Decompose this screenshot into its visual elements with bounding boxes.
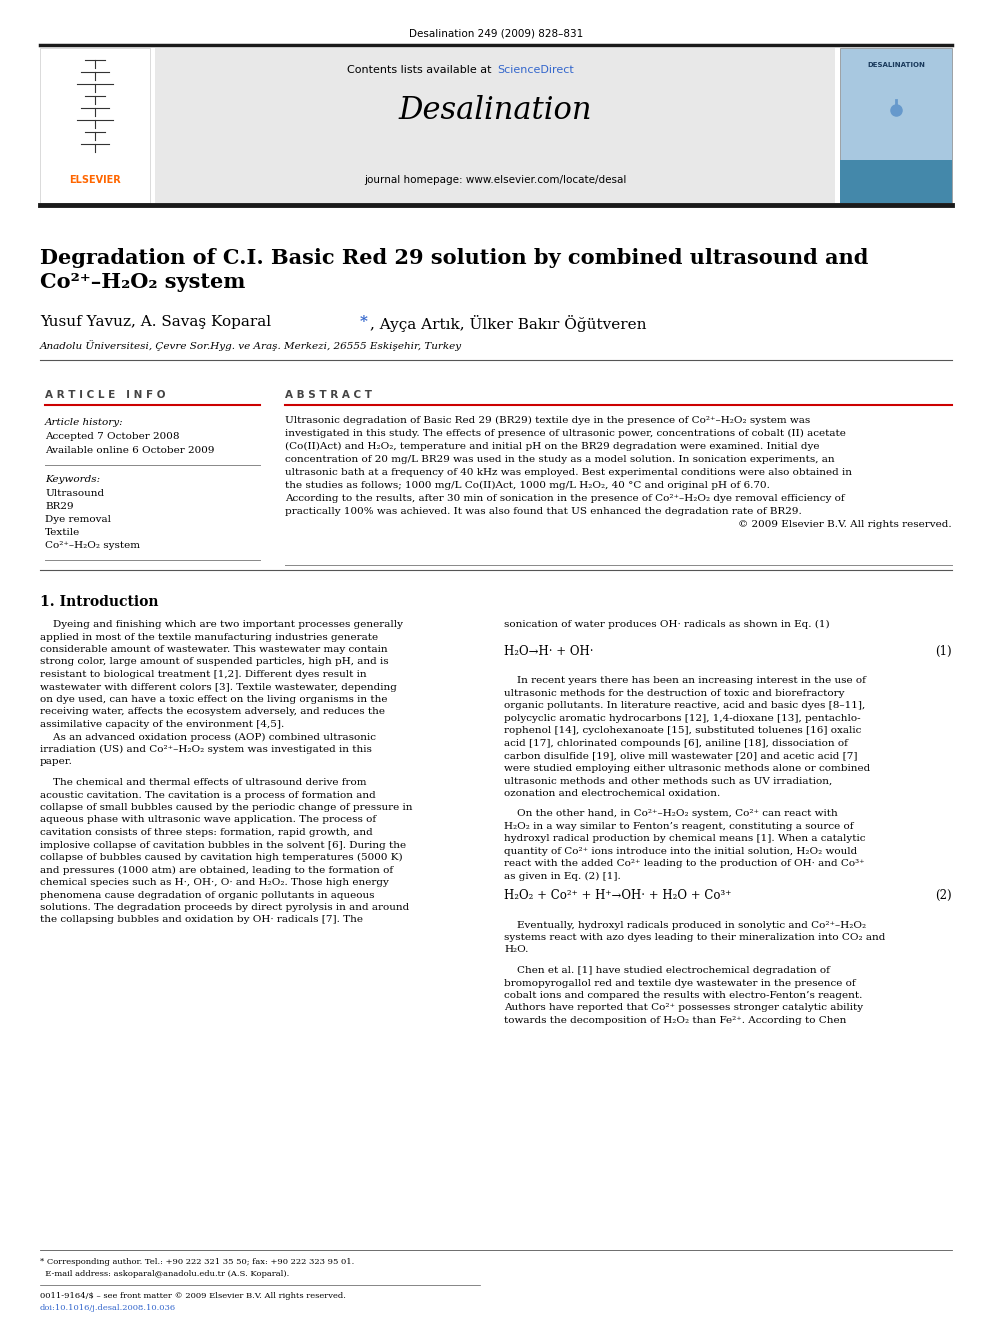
Text: In recent years there has been an increasing interest in the use of: In recent years there has been an increa… [504,676,866,685]
Text: collapse of small bubbles caused by the periodic change of pressure in: collapse of small bubbles caused by the … [40,803,413,812]
Text: H₂O₂ in a way similar to Fenton’s reagent, constituting a source of: H₂O₂ in a way similar to Fenton’s reagen… [504,822,853,831]
Text: * Corresponding author. Tel.: +90 222 321 35 50; fax: +90 222 323 95 01.: * Corresponding author. Tel.: +90 222 32… [40,1258,354,1266]
Text: Ultrasound: Ultrasound [45,490,104,497]
Bar [840,160,952,202]
Text: Accepted 7 October 2008: Accepted 7 October 2008 [45,433,180,441]
Text: Desalination 249 (2009) 828–831: Desalination 249 (2009) 828–831 [409,28,583,38]
Bar [155,48,835,202]
Text: Chen et al. [1] have studied electrochemical degradation of: Chen et al. [1] have studied electrochem… [504,966,830,975]
Text: A R T I C L E   I N F O: A R T I C L E I N F O [45,390,166,400]
Text: ultrasonic bath at a frequency of 40 kHz was employed. Best experimental conditi: ultrasonic bath at a frequency of 40 kHz… [285,468,852,478]
Text: concentration of 20 mg/L BR29 was used in the study as a model solution. In soni: concentration of 20 mg/L BR29 was used i… [285,455,834,464]
Bar [40,48,150,202]
Text: wastewater with different colors [3]. Textile wastewater, depending: wastewater with different colors [3]. Te… [40,683,397,692]
Text: As an advanced oxidation process (AOP) combined ultrasonic: As an advanced oxidation process (AOP) c… [40,733,376,742]
Text: Ultrasonic degradation of Basic Red 29 (BR29) textile dye in the presence of Co²: Ultrasonic degradation of Basic Red 29 (… [285,415,810,425]
Text: *: * [360,315,368,329]
Text: quantity of Co²⁺ ions introduce into the initial solution, H₂O₂ would: quantity of Co²⁺ ions introduce into the… [504,847,857,856]
Text: the collapsing bubbles and oxidation by OH· radicals [7]. The: the collapsing bubbles and oxidation by … [40,916,363,925]
Text: the studies as follows; 1000 mg/L Co(II)Act, 1000 mg/L H₂O₂, 40 °C and original : the studies as follows; 1000 mg/L Co(II)… [285,482,770,490]
Text: organic pollutants. In literature reactive, acid and basic dyes [8–11],: organic pollutants. In literature reacti… [504,701,865,710]
Text: hydroxyl radical production by chemical means [1]. When a catalytic: hydroxyl radical production by chemical … [504,835,865,843]
Text: doi:10.1016/j.desal.2008.10.036: doi:10.1016/j.desal.2008.10.036 [40,1304,177,1312]
Text: cobalt ions and compared the results with electro-Fenton’s reagent.: cobalt ions and compared the results wit… [504,991,862,1000]
Text: , Ayça Artık, Ülker Bakır Öğütveren: , Ayça Artık, Ülker Bakır Öğütveren [370,315,647,332]
Text: assimilative capacity of the environment [4,5].: assimilative capacity of the environment… [40,720,285,729]
Text: resistant to biological treatment [1,2]. Different dyes result in: resistant to biological treatment [1,2].… [40,669,367,679]
Text: systems react with azo dyes leading to their mineralization into CO₂ and: systems react with azo dyes leading to t… [504,933,886,942]
Text: react with the added Co²⁺ leading to the production of OH· and Co³⁺: react with the added Co²⁺ leading to the… [504,859,865,868]
Text: solutions. The degradation proceeds by direct pyrolysis in and around: solutions. The degradation proceeds by d… [40,904,410,912]
Text: cavitation consists of three steps: formation, rapid growth, and: cavitation consists of three steps: form… [40,828,373,837]
Text: on dye used, can have a toxic effect on the living organisms in the: on dye used, can have a toxic effect on … [40,695,388,704]
Text: H₂O₂ + Co²⁺ + H⁺→OH· + H₂O + Co³⁺: H₂O₂ + Co²⁺ + H⁺→OH· + H₂O + Co³⁺ [504,889,731,902]
Text: aqueous phase with ultrasonic wave application. The process of: aqueous phase with ultrasonic wave appli… [40,815,376,824]
Text: collapse of bubbles caused by cavitation high temperatures (5000 K): collapse of bubbles caused by cavitation… [40,853,403,863]
Text: Co²⁺–H₂O₂ system: Co²⁺–H₂O₂ system [45,541,140,550]
Text: Eventually, hydroxyl radicals produced in sonolytic and Co²⁺–H₂O₂: Eventually, hydroxyl radicals produced i… [504,921,866,930]
Text: (Co(II)Act) and H₂O₂, temperature and initial pH on the BR29 degradation were ex: (Co(II)Act) and H₂O₂, temperature and in… [285,442,819,451]
Text: Anadolu Üniversitesi, Çevre Sor.Hyg. ve Araş. Merkezi, 26555 Eskişehir, Turkey: Anadolu Üniversitesi, Çevre Sor.Hyg. ve … [40,340,462,351]
Text: Available online 6 October 2009: Available online 6 October 2009 [45,446,214,455]
Text: Textile: Textile [45,528,80,537]
Text: and pressures (1000 atm) are obtained, leading to the formation of: and pressures (1000 atm) are obtained, l… [40,865,393,875]
Text: acid [17], chlorinated compounds [6], aniline [18], dissociation of: acid [17], chlorinated compounds [6], an… [504,738,848,747]
Text: acoustic cavitation. The cavitation is a process of formation and: acoustic cavitation. The cavitation is a… [40,791,376,799]
Text: towards the decomposition of H₂O₂ than Fe²⁺. According to Chen: towards the decomposition of H₂O₂ than F… [504,1016,846,1025]
Text: A B S T R A C T: A B S T R A C T [285,390,372,400]
Text: irradiation (US) and Co²⁺–H₂O₂ system was investigated in this: irradiation (US) and Co²⁺–H₂O₂ system wa… [40,745,372,754]
Text: considerable amount of wastewater. This wastewater may contain: considerable amount of wastewater. This … [40,646,388,654]
Text: H₂O→H· + OH·: H₂O→H· + OH· [504,646,593,658]
Text: Keywords:: Keywords: [45,475,100,484]
Text: Co²⁺–H₂O₂ system: Co²⁺–H₂O₂ system [40,273,245,292]
Text: E-mail address: askoparal@anadolu.edu.tr (A.S. Koparal).: E-mail address: askoparal@anadolu.edu.tr… [40,1270,290,1278]
Text: The chemical and thermal effects of ultrasound derive from: The chemical and thermal effects of ultr… [40,778,366,787]
Text: On the other hand, in Co²⁺–H₂O₂ system, Co²⁺ can react with: On the other hand, in Co²⁺–H₂O₂ system, … [504,810,838,818]
Text: Desalination: Desalination [398,95,592,126]
Text: Authors have reported that Co²⁺ possesses stronger catalytic ability: Authors have reported that Co²⁺ possesse… [504,1004,863,1012]
Text: Article history:: Article history: [45,418,124,427]
Text: Dyeing and finishing which are two important processes generally: Dyeing and finishing which are two impor… [40,620,403,628]
Text: Degradation of C.I. Basic Red 29 solution by combined ultrasound and: Degradation of C.I. Basic Red 29 solutio… [40,247,868,269]
Text: 1. Introduction: 1. Introduction [40,595,159,609]
Text: practically 100% was achieved. It was also found that US enhanced the degradatio: practically 100% was achieved. It was al… [285,507,802,516]
Text: polycyclic aromatic hydrocarbons [12], 1,4-dioxane [13], pentachlo-: polycyclic aromatic hydrocarbons [12], 1… [504,713,861,722]
Text: investigated in this study. The effects of presence of ultrasonic power, concent: investigated in this study. The effects … [285,429,846,438]
Text: phenomena cause degradation of organic pollutants in aqueous: phenomena cause degradation of organic p… [40,890,375,900]
Text: ultrasonic methods for the destruction of toxic and biorefractory: ultrasonic methods for the destruction o… [504,689,844,697]
Text: ultrasonic methods and other methods such as UV irradiation,: ultrasonic methods and other methods suc… [504,777,832,786]
Text: paper.: paper. [40,758,72,766]
Text: DESALINATION: DESALINATION [867,62,925,67]
Text: © 2009 Elsevier B.V. All rights reserved.: © 2009 Elsevier B.V. All rights reserved… [738,520,952,529]
Bar [840,48,952,202]
Text: chemical species such as H·, OH·, O· and H₂O₂. Those high energy: chemical species such as H·, OH·, O· and… [40,878,389,886]
Text: as given in Eq. (2) [1].: as given in Eq. (2) [1]. [504,872,621,881]
Text: sonication of water produces OH· radicals as shown in Eq. (1): sonication of water produces OH· radical… [504,620,829,630]
Text: (1): (1) [935,646,952,658]
Text: 0011-9164/$ – see front matter © 2009 Elsevier B.V. All rights reserved.: 0011-9164/$ – see front matter © 2009 El… [40,1293,346,1301]
Text: Dye removal: Dye removal [45,515,111,524]
Text: rophenol [14], cyclohexanoate [15], substituted toluenes [16] oxalic: rophenol [14], cyclohexanoate [15], subs… [504,726,861,736]
Text: implosive collapse of cavitation bubbles in the solvent [6]. During the: implosive collapse of cavitation bubbles… [40,840,406,849]
Text: Yusuf Yavuz, A. Savaş Koparal: Yusuf Yavuz, A. Savaş Koparal [40,315,276,329]
Text: BR29: BR29 [45,501,73,511]
Text: bromopyrogallol red and textile dye wastewater in the presence of: bromopyrogallol red and textile dye wast… [504,979,856,987]
Text: strong color, large amount of suspended particles, high pH, and is: strong color, large amount of suspended … [40,658,389,667]
Text: Contents lists available at: Contents lists available at [347,65,495,75]
Text: ozonation and electrochemical oxidation.: ozonation and electrochemical oxidation. [504,789,720,798]
Text: carbon disulfide [19], olive mill wastewater [20] and acetic acid [7]: carbon disulfide [19], olive mill wastew… [504,751,857,761]
Text: According to the results, after 30 min of sonication in the presence of Co²⁺–H₂O: According to the results, after 30 min o… [285,493,844,503]
Text: journal homepage: www.elsevier.com/locate/desal: journal homepage: www.elsevier.com/locat… [364,175,626,185]
Text: (2): (2) [935,889,952,902]
Text: H₂O.: H₂O. [504,946,529,954]
Text: ScienceDirect: ScienceDirect [497,65,573,75]
Text: receiving water, affects the ecosystem adversely, and reduces the: receiving water, affects the ecosystem a… [40,708,385,717]
Text: were studied employing either ultrasonic methods alone or combined: were studied employing either ultrasonic… [504,763,870,773]
Text: applied in most of the textile manufacturing industries generate: applied in most of the textile manufactu… [40,632,378,642]
Text: ELSEVIER: ELSEVIER [69,175,121,185]
